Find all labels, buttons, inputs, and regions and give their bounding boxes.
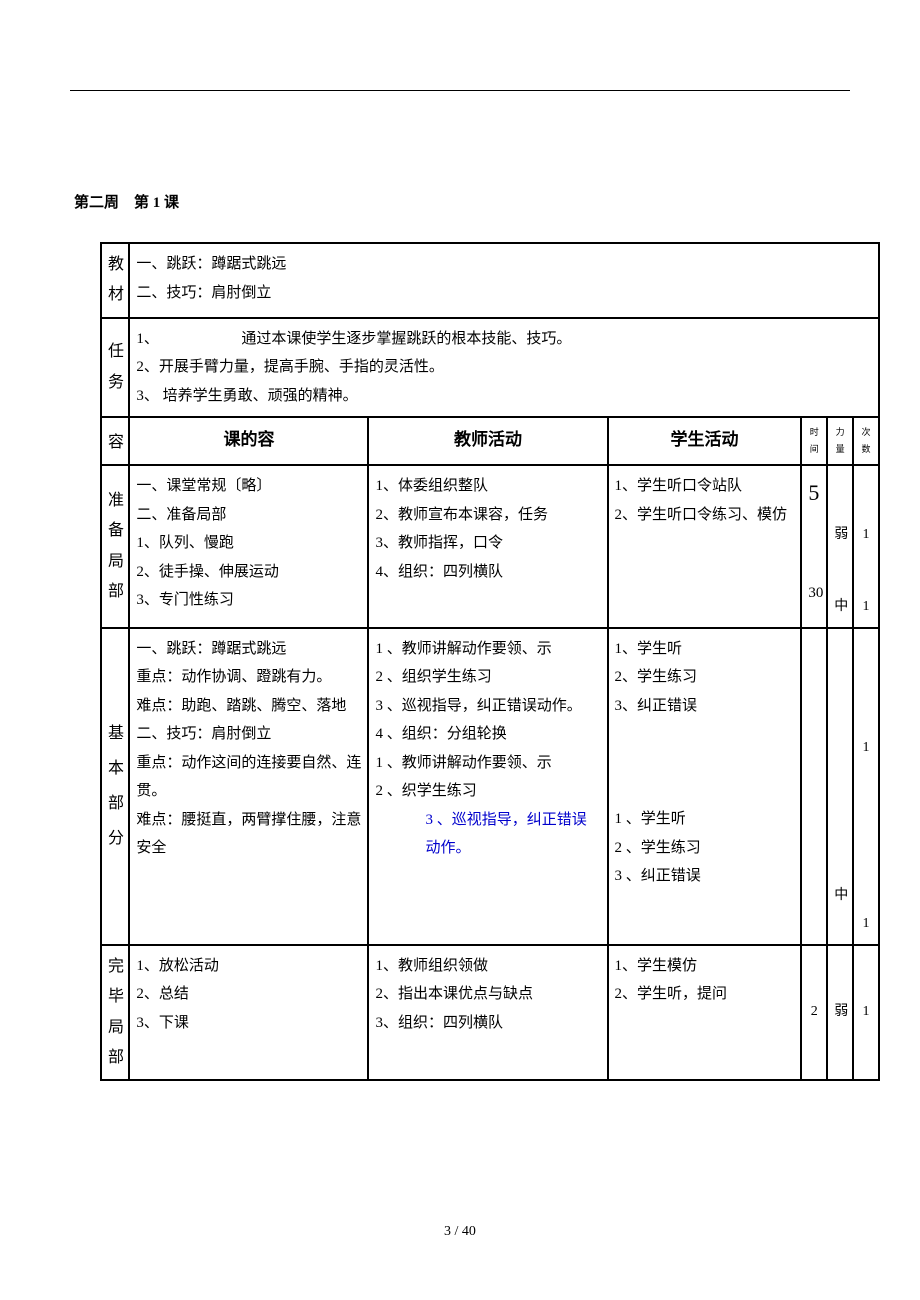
end-time: 2 xyxy=(801,945,827,1081)
end-label: 完毕局部 xyxy=(101,945,129,1081)
end-content-l3: 3、下课 xyxy=(136,1009,361,1038)
prep-teacher-l1: 1、体委组织整队 xyxy=(375,472,600,501)
header-section: 容 xyxy=(101,417,129,465)
main-student-l1: 1、学生听 xyxy=(615,635,795,664)
prep-count: 1 1 xyxy=(853,465,879,627)
main-effort: 中 xyxy=(827,628,853,945)
prep-content-l3: 1、队列、慢跑 xyxy=(136,529,361,558)
end-content: 1、放松活动 2、总结 3、下课 xyxy=(129,945,368,1081)
end-teacher-l3: 3、组织：四列横队 xyxy=(375,1009,600,1038)
tasks-row: 任务 1、 通过本课使学生逐步掌握跳跃的根本技能、技巧。 2、开展手臂力量，提高… xyxy=(101,318,879,418)
lesson-plan-table: 教材 一、跳跃：蹲踞式跳远 二、技巧：肩肘倒立 任务 1、 通过本课使学生逐步掌… xyxy=(100,242,880,1081)
main-teacher-l5: 1 、教师讲解动作要领、示 xyxy=(375,749,600,778)
materials-line1: 一、跳跃：蹲踞式跳远 xyxy=(136,250,872,279)
prep-content: 一、课堂常规〔略〕 二、准备局部 1、队列、慢跑 2、徒手操、伸展运动 3、专门… xyxy=(129,465,368,627)
prep-content-l1: 一、课堂常规〔略〕 xyxy=(136,472,361,501)
end-content-l2: 2、总结 xyxy=(136,980,361,1009)
materials-content: 一、跳跃：蹲踞式跳远 二、技巧：肩肘倒立 xyxy=(129,243,879,318)
end-student-l2: 2、学生听，提问 xyxy=(615,980,795,1009)
end-teacher-l2: 2、指出本课优点与缺点 xyxy=(375,980,600,1009)
main-time xyxy=(801,628,827,945)
prep-time2: 30 xyxy=(808,584,820,602)
week-lesson-title: 第二周 第 1 课 xyxy=(74,191,850,212)
prep-teacher-l4: 4、组织：四列横队 xyxy=(375,558,600,587)
prep-effort: 弱 中 xyxy=(827,465,853,627)
prep-row: 准备局部 一、课堂常规〔略〕 二、准备局部 1、队列、慢跑 2、徒手操、伸展运动… xyxy=(101,465,879,627)
end-student: 1、学生模仿 2、学生听，提问 xyxy=(608,945,802,1081)
tasks-line1: 1、 通过本课使学生逐步掌握跳跃的根本技能、技巧。 xyxy=(136,325,872,354)
main-teacher-l3: 3 、巡视指导，纠正错误动作。 xyxy=(375,692,600,721)
tasks-content: 1、 通过本课使学生逐步掌握跳跃的根本技能、技巧。 2、开展手臂力量，提高手腕、… xyxy=(129,318,879,418)
prep-teacher-l3: 3、教师指挥，口令 xyxy=(375,529,600,558)
main-student-l3: 3、纠正错误 xyxy=(615,692,795,721)
prep-content-l5: 3、专门性练习 xyxy=(136,586,361,615)
prep-time: 5 30 xyxy=(801,465,827,627)
main-teacher-l6: 2 、织学生练习 xyxy=(375,777,600,806)
main-content-l6: 难点：腰挺直，两臂撑住腰，注意安全 xyxy=(136,806,361,863)
main-student-l6: 3 、纠正错误 xyxy=(615,862,795,891)
main-label: 基本部分 xyxy=(101,628,129,945)
main-teacher-l1: 1 、教师讲解动作要领、示 xyxy=(375,635,600,664)
prep-count2: 1 xyxy=(860,594,872,621)
main-count1: 1 xyxy=(860,735,872,762)
prep-teacher: 1、体委组织整队 2、教师宣布本课容，任务 3、教师指挥，口令 4、组织：四列横… xyxy=(368,465,607,627)
prep-count1: 1 xyxy=(860,522,872,549)
prep-student-l2: 2、学生听口令练习、模仿 xyxy=(615,501,795,530)
prep-label: 准备局部 xyxy=(101,465,129,627)
header-student: 学生活动 xyxy=(608,417,802,465)
main-content-l3: 难点：助跑、踏跳、腾空、落地 xyxy=(136,692,361,721)
prep-time1: 5 xyxy=(808,472,820,514)
page-container: 第二周 第 1 课 教材 一、跳跃：蹲踞式跳远 二、技巧：肩肘倒立 任务 1、 … xyxy=(0,0,920,1121)
header-content: 课的容 xyxy=(129,417,368,465)
tasks-label: 任务 xyxy=(101,318,129,418)
end-content-l1: 1、放松活动 xyxy=(136,952,361,981)
header-count: 次数 xyxy=(853,417,879,465)
main-student: 1、学生听 2、学生练习 3、纠正错误 1 、学生听 2 、学生练习 3 、纠正… xyxy=(608,628,802,945)
materials-line2: 二、技巧：肩肘倒立 xyxy=(136,279,872,308)
main-student-l2: 2、学生练习 xyxy=(615,663,795,692)
main-student-l5: 2 、学生练习 xyxy=(615,834,795,863)
page-number: 3 / 40 xyxy=(0,1224,920,1240)
prep-teacher-l2: 2、教师宣布本课容，任务 xyxy=(375,501,600,530)
header-teacher: 教师活动 xyxy=(368,417,607,465)
header-effort: 力量 xyxy=(827,417,853,465)
header-row: 容 课的容 教师活动 学生活动 时间 力量 次数 xyxy=(101,417,879,465)
main-content-l4: 二、技巧：肩肘倒立 xyxy=(136,720,361,749)
prep-effort1: 弱 xyxy=(834,522,846,549)
materials-row: 教材 一、跳跃：蹲踞式跳远 二、技巧：肩肘倒立 xyxy=(101,243,879,318)
main-student-l4: 1 、学生听 xyxy=(615,805,795,834)
tasks-line3: 3、 培养学生勇敢、顽强的精神。 xyxy=(136,382,872,411)
main-effort-val: 中 xyxy=(834,883,846,910)
main-teacher-l2: 2 、组织学生练习 xyxy=(375,663,600,692)
top-horizontal-rule xyxy=(70,90,850,91)
main-content-l5: 重点：动作这间的连接要自然、连贯。 xyxy=(136,749,361,806)
main-content-l1: 一、跳跃：蹲踞式跳远 xyxy=(136,635,361,664)
main-content-l2: 重点：动作协调、蹬跳有力。 xyxy=(136,663,361,692)
prep-content-l4: 2、徒手操、伸展运动 xyxy=(136,558,361,587)
prep-student: 1、学生听口令站队 2、学生听口令练习、模仿 xyxy=(608,465,802,627)
end-row: 完毕局部 1、放松活动 2、总结 3、下课 1、教师组织领做 2、指出本课优点与… xyxy=(101,945,879,1081)
main-row: 基本部分 一、跳跃：蹲踞式跳远 重点：动作协调、蹬跳有力。 难点：助跑、踏跳、腾… xyxy=(101,628,879,945)
main-content: 一、跳跃：蹲踞式跳远 重点：动作协调、蹬跳有力。 难点：助跑、踏跳、腾空、落地 … xyxy=(129,628,368,945)
prep-student-l1: 1、学生听口令站队 xyxy=(615,472,795,501)
end-student-l1: 1、学生模仿 xyxy=(615,952,795,981)
end-teacher-l1: 1、教师组织领做 xyxy=(375,952,600,981)
main-teacher-l4: 4 、组织：分组轮换 xyxy=(375,720,600,749)
tasks-line2: 2、开展手臂力量，提高手腕、手指的灵活性。 xyxy=(136,353,872,382)
header-time: 时间 xyxy=(801,417,827,465)
main-teacher: 1 、教师讲解动作要领、示 2 、组织学生练习 3 、巡视指导，纠正错误动作。 … xyxy=(368,628,607,945)
main-count2: 1 xyxy=(860,911,872,938)
end-effort: 弱 xyxy=(827,945,853,1081)
prep-effort2: 中 xyxy=(834,594,846,621)
end-teacher: 1、教师组织领做 2、指出本课优点与缺点 3、组织：四列横队 xyxy=(368,945,607,1081)
materials-label: 教材 xyxy=(101,243,129,318)
prep-content-l2: 二、准备局部 xyxy=(136,501,361,530)
end-count: 1 xyxy=(853,945,879,1081)
main-count: 1 1 xyxy=(853,628,879,945)
main-teacher-l7: 3 、巡视指导，纠正错误动作。 xyxy=(375,806,600,863)
